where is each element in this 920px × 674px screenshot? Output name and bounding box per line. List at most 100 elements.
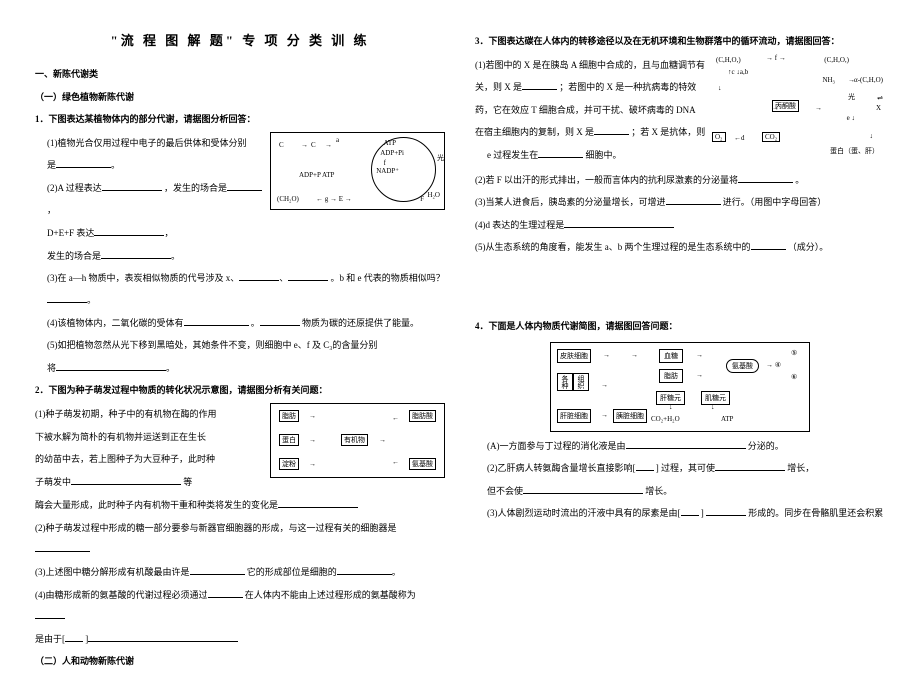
- q3-text: e 过程发生在 细胞中。: [475, 145, 706, 167]
- q4-text: (3)人体剧烈运动时流出的汗液中具有的尿素是由[ ] 形成的。同步在骨骼肌里还会…: [475, 503, 885, 525]
- left-column: "流 程 图 解 题" 专 项 分 类 训 练 一、新陈代谢类 （一）绿色植物新…: [35, 30, 445, 674]
- q3-text: 药，它在效应 T 细胞合成，并可干扰、破坏病毒的 DNA: [475, 100, 706, 122]
- fig-node: 皮肤细胞: [557, 349, 591, 363]
- blank: [71, 475, 181, 485]
- fig-node: 丙酮酸: [772, 100, 799, 112]
- fig-node: 蛋白: [279, 434, 299, 446]
- blank: [88, 632, 238, 642]
- fig-node: 脂肪: [659, 369, 683, 383]
- blank: [208, 588, 243, 598]
- blank: [715, 461, 785, 471]
- blank: [636, 461, 654, 471]
- fig-label: 光: [848, 92, 855, 102]
- q3-label: ；若图中的 X 是一种抗病毒的特效: [559, 82, 696, 92]
- blank: [594, 125, 629, 135]
- q1-label: (4)该植物体内，二氧化碳的受体有: [47, 318, 184, 328]
- q2-label: (4)由糖形成新的氨基酸的代谢过程必须通过: [35, 590, 208, 600]
- blank: [47, 293, 87, 303]
- q2-figure: 脂肪 蛋白 淀粉 有机物 脂肪酸 氨基酸 → → → → ← ←: [270, 403, 445, 478]
- q1-text: (4)该植物体内，二氧化碳的受体有 。 物质为碳的还原提供了能量。: [35, 313, 445, 335]
- q3-label: (5)从生态系统的角度看，能发生 a、b 两个生理过程的是生态系统中的: [475, 242, 751, 252]
- fig-node: 氨基酸: [409, 458, 436, 470]
- q4-label: 但不会使: [487, 486, 523, 496]
- fig-label: C: [311, 141, 316, 149]
- q2-label: 子萌发中: [35, 477, 71, 487]
- q4-label: 增长，: [787, 463, 814, 473]
- blank: [681, 506, 699, 516]
- q3-text: (4)d 表达的生理过程是: [475, 215, 885, 237]
- q4-text: (A)一方面参与丁过程的消化液是由 分泌的。: [475, 436, 885, 458]
- fig-label: (CH₂O): [277, 195, 299, 203]
- q4-label: (3)人体剧烈运动时流出的汗液中具有的尿素是由[: [487, 508, 681, 518]
- q3-label: 在宿主细胞内的复制，则 X 是: [475, 127, 594, 137]
- q3-text: (5)从生态系统的角度看，能发生 a、b 两个生理过程的是生态系统中的 （成分）…: [475, 237, 885, 259]
- fig-label: a: [336, 136, 339, 144]
- q2-text: (4)由糖形成新的氨基酸的代谢过程必须通过 在人体内不能由上述过程形成的氨基酸称…: [35, 585, 445, 628]
- blank: [738, 173, 793, 183]
- q1-label: 是: [47, 160, 56, 170]
- blank: [94, 226, 164, 236]
- blank: [56, 158, 111, 168]
- q1-label: 物质为碳的还原提供了能量。: [302, 318, 419, 328]
- blank: [538, 148, 583, 158]
- q1-label: ，发生的场合是: [164, 183, 227, 193]
- blank: [56, 361, 166, 371]
- fig-label: ADP+P ATP: [299, 171, 334, 179]
- blank: [278, 498, 358, 508]
- blank: [751, 240, 786, 250]
- q2-text: (1)种子萌发初期，种子中的有机物在酶的作用: [35, 404, 266, 426]
- fig-label: (C,H,O,): [824, 56, 849, 64]
- q2-label: 酶会大量形成，此时种子内有机物干重和种类将发生的变化是: [35, 500, 278, 510]
- blank: [184, 316, 249, 326]
- q1-text: 是。: [35, 155, 266, 177]
- q1-figure: C → C → a ATP ADP+Pi NADP⁺ 光 ADP+P ATP f…: [270, 132, 445, 210]
- fig-node: 肌糖元: [701, 391, 730, 405]
- fig-node: 淀粉: [279, 458, 299, 470]
- q3-text: 关，则 X 是 ；若图中的 X 是一种抗病毒的特效: [475, 77, 706, 99]
- blank: [523, 484, 643, 494]
- q4-text: 但不会使 增长。: [475, 481, 885, 503]
- blank: [522, 80, 557, 90]
- q2-text: 子萌发中 等: [35, 472, 266, 494]
- blank: [35, 542, 90, 552]
- q3-label: (2)若 F 以出汗的形式排出，一般而言体内的抗利尿激素的分泌量将: [475, 175, 738, 185]
- q4-label: 分泌的。: [748, 441, 784, 451]
- q4-label: 增长。: [645, 486, 672, 496]
- fig-node: CO₂: [762, 132, 780, 142]
- sub-heading-2: （二）人和动物新陈代谢: [35, 651, 445, 673]
- q2-text: (2)种子萌发过程中形成的糖一部分要参与新器官细胞器的形成，与这一过程有关的细胞…: [35, 518, 445, 561]
- q4-label: (2)乙肝病人转氨酶含量增长直接影响[: [487, 463, 636, 473]
- q4-figure: 皮肤细胞 各种 组织 肝脏细胞 胰脏细胞 血糖 脂肪 氨基酸 肝糖元 肌糖元 C…: [550, 342, 810, 432]
- sub-heading: （一）绿色植物新陈代谢: [35, 87, 445, 109]
- fig-label: NADP⁺: [376, 167, 399, 175]
- q2-label: 它的形成部位是细胞的: [247, 567, 337, 577]
- fig-label: ATP: [721, 415, 733, 423]
- fig-node: 肝脏细胞: [557, 409, 591, 423]
- q2-label: 是由于[: [35, 634, 65, 644]
- q2-text: 是由于[ ]: [35, 629, 445, 651]
- blank: [666, 195, 721, 205]
- q1-label: 发生的场合是: [47, 251, 101, 261]
- right-column: 3．下图表达碳在人体内的转移途径以及在无机环境和生物群落中的循环流动，请据图回答…: [475, 30, 885, 674]
- fig-label: X: [876, 104, 881, 112]
- q1-label: D+E+F 表达: [47, 228, 94, 238]
- fig-label: H₂O: [427, 191, 440, 199]
- blank: [239, 271, 279, 281]
- blank: [288, 271, 328, 281]
- q3-label: ；若 X 是抗体，则: [631, 127, 705, 137]
- q1-label: 将: [47, 363, 56, 373]
- q3-label: 。: [795, 175, 804, 185]
- fig-node: 脂肪酸: [409, 410, 436, 422]
- q4-label: ] 过程，其可使: [656, 463, 715, 473]
- blank: [65, 632, 83, 642]
- q2-label: 等: [183, 477, 192, 487]
- q1-text: (3)在 a—h 物质中，表炭相似物质的代号涉及 x、、 。b 和 e 代表的物…: [35, 268, 445, 311]
- fig-label: α-(C,H,O): [854, 76, 883, 84]
- q3-label: 关，则 X 是: [475, 82, 522, 92]
- q3-figure: (C,H,O,) → f → (C,H,O,) ↑c ↓a,b NH₃ α-(C…: [710, 54, 885, 169]
- fig-node: 血糖: [659, 349, 683, 363]
- q2-text: (3)上述图中糖分解形成有机酸最由许是 它的形成部位是细胞的。: [35, 562, 445, 584]
- fig-node: 有机物: [341, 434, 368, 446]
- fig-label: 蛋白（蛋、肝）: [830, 146, 879, 156]
- q3-label: (3)当某人进食后，胰岛素的分泌量增长，可增进: [475, 197, 666, 207]
